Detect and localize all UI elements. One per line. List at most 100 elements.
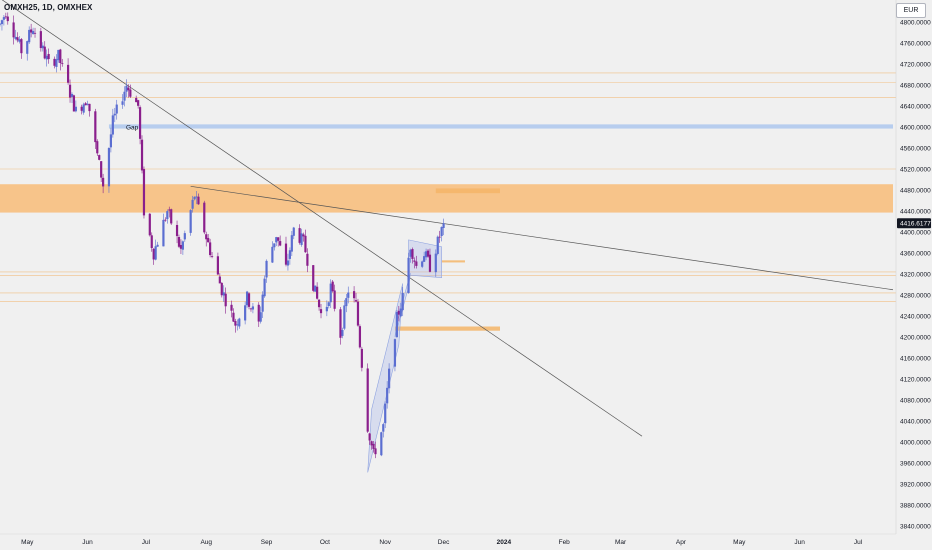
y-tick-label-6: 4560.0000: [900, 145, 931, 152]
candle-body-72: [193, 196, 196, 200]
candle-body-148: [399, 308, 402, 317]
x-tick-label-10: Mar: [615, 539, 627, 546]
candle-body-131: [354, 300, 358, 302]
candle-body-13: [31, 31, 35, 35]
candle-body-33: [86, 103, 89, 105]
y-tick-label-1: 4760.0000: [900, 40, 931, 47]
candle-body-156: [423, 256, 426, 262]
candle-body-67: [179, 244, 183, 249]
candle-body-74: [197, 196, 200, 205]
candle-body-130: [352, 291, 356, 299]
candle-body-26: [68, 84, 72, 98]
candle-body-54: [142, 169, 146, 216]
candle-body-64: [170, 209, 173, 224]
candle-body-15: [39, 31, 42, 49]
candle-body-135: [366, 368, 369, 432]
candle-body-147: [397, 310, 400, 315]
candle-body-55: [148, 213, 151, 236]
x-tick-label-12: May: [733, 539, 746, 546]
candle-body-50: [135, 97, 138, 103]
candle-body-9: [20, 39, 23, 54]
candle-body-10: [26, 41, 29, 54]
candle-body-102: [275, 237, 278, 243]
candle-body-89: [238, 318, 241, 327]
candle-body-27: [70, 93, 74, 97]
candle-body-21: [55, 59, 58, 67]
x-tick-label-3: Aug: [200, 539, 212, 546]
currency-selector[interactable]: EUR: [896, 3, 926, 18]
candle-body-109: [292, 227, 295, 236]
candle-body-93: [249, 308, 253, 310]
y-tick-label-13: 4280.0000: [900, 292, 931, 299]
candle-body-153: [413, 260, 416, 262]
candle-body-1: [0, 20, 4, 25]
candle-body-0: [0, 23, 2, 25]
candle-body-61: [164, 219, 167, 221]
candle-body-87: [234, 321, 237, 326]
candle-body-163: [440, 227, 443, 237]
trend-line-0: [1, 0, 643, 437]
candle-body-41: [109, 134, 112, 148]
candle-body-125: [339, 309, 342, 338]
y-tick-label-8: 4480.0000: [900, 187, 931, 194]
candle-body-98: [263, 278, 266, 297]
candle-body-144: [388, 368, 391, 389]
candle-body-96: [259, 312, 262, 322]
candle-body-113: [304, 235, 307, 253]
candle-body-120: [325, 306, 328, 312]
candle-body-20: [53, 58, 56, 66]
candle-body-104: [279, 241, 282, 246]
candle-body-123: [331, 281, 334, 292]
candle-body-136: [368, 433, 371, 441]
candle-body-52: [138, 107, 142, 139]
last-price-marker: 4416.6177: [897, 218, 931, 229]
candle-body-39: [102, 177, 105, 187]
candle-body-142: [384, 403, 387, 424]
candle-body-28: [72, 95, 76, 112]
candle-body-49: [129, 89, 132, 97]
candle-body-128: [345, 298, 348, 307]
candle-body-57: [152, 248, 155, 260]
candle-body-155: [421, 261, 424, 267]
candle-body-154: [415, 261, 418, 266]
candle-body-76: [205, 234, 208, 240]
candle-body-146: [395, 312, 398, 338]
trend-line-1: [190, 185, 894, 291]
y-tick-label-0: 4800.0000: [900, 19, 931, 26]
x-axis[interactable]: May Jun Jul Aug Sep Oct Nov Dec 2024 Feb Mar Apr May…: [0, 533, 896, 546]
x-tick-label-8: 2024: [497, 539, 512, 546]
candle-body-118: [317, 299, 321, 308]
x-tick-label-0: May: [21, 539, 34, 546]
y-tick-label-3: 4680.0000: [900, 82, 931, 89]
candle-body-121: [327, 302, 330, 307]
candle-body-127: [343, 305, 346, 329]
y-tick-label-2: 4720.0000: [900, 61, 931, 68]
candle-body-44: [115, 104, 118, 114]
candle-body-51: [137, 100, 140, 106]
candle-body-150: [407, 257, 410, 294]
candle-body-159: [428, 254, 432, 272]
y-tick-label-12: 4320.0000: [900, 271, 931, 278]
x-tick-label-11: Apr: [676, 539, 687, 546]
candle-body-95: [257, 304, 260, 322]
candle-body-59: [156, 244, 159, 247]
candle-body-114: [306, 253, 309, 266]
candle-body-58: [154, 246, 157, 260]
candle-body-111: [300, 233, 303, 245]
y-tick-label-20: 4000.0000: [900, 439, 931, 446]
candle-body-48: [127, 87, 130, 91]
candle-body-129: [347, 292, 350, 298]
candle-body-16: [41, 45, 44, 49]
candle-body-12: [30, 29, 33, 33]
candle-body-34: [88, 103, 91, 112]
candle-body-91: [245, 291, 249, 306]
candle-body-43: [113, 113, 116, 116]
candle-body-46: [123, 91, 126, 101]
candle-body-157: [424, 251, 428, 258]
y-axis[interactable]: 4800.0000 4760.0000 4720.0000 4680.0000 4640…: [895, 0, 932, 550]
candle-body-56: [150, 235, 153, 249]
candle-body-70: [189, 210, 192, 233]
candle-body-8: [18, 39, 21, 42]
